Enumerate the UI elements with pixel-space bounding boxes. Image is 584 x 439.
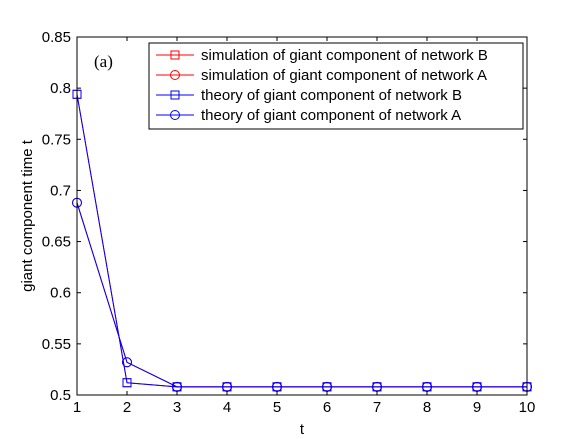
x-tick-label: 9 <box>473 399 481 416</box>
data-point <box>122 357 132 368</box>
y-tick-label: 0.75 <box>42 131 71 148</box>
legend-marker <box>170 70 180 80</box>
legend-label: theory of giant component of network B <box>201 87 462 104</box>
x-tick-label: 6 <box>323 399 331 416</box>
legend-item: simulation of giant component of network… <box>156 67 487 84</box>
y-axis-label: giant component time t <box>19 139 36 292</box>
x-tick-label: 8 <box>423 399 431 416</box>
y-tick-label: 0.85 <box>42 29 71 46</box>
x-tick-label: 7 <box>373 399 381 416</box>
y-tick-label: 0.7 <box>50 182 71 199</box>
series-line <box>76 202 527 388</box>
legend-box <box>148 42 524 130</box>
legend-items: simulation of giant component of network… <box>156 47 488 124</box>
legend-marker <box>170 90 180 100</box>
y-tick-label: 0.5 <box>50 387 71 404</box>
legend-item: theory of giant component of network B <box>156 87 462 104</box>
x-tick-label: 5 <box>273 399 281 416</box>
panel-label: (a) <box>94 52 113 71</box>
legend-label: simulation of giant component of network… <box>201 47 488 64</box>
x-tick-label: 10 <box>519 399 536 416</box>
legend-label: simulation of giant component of network… <box>201 67 487 84</box>
legend-item: simulation of giant component of network… <box>156 47 488 64</box>
x-tick-label: 2 <box>123 399 131 416</box>
y-tick-label: 0.6 <box>50 285 71 302</box>
legend-label: theory of giant component of network A <box>201 107 461 124</box>
legend-marker <box>170 50 180 60</box>
series-layer <box>72 89 532 392</box>
plot-frame <box>76 36 528 396</box>
x-tick-label: 3 <box>173 399 181 416</box>
x-tick-label: 1 <box>73 399 81 416</box>
ticks-layer: 1 2 3 4 5 6 7 8 9 10 0.5 0.55 0.6 0.65 0.7 0.75 0.8 0.85 <box>42 29 536 416</box>
y-tick-label: 0.8 <box>50 80 71 97</box>
y-tick-label: 0.65 <box>42 234 71 251</box>
legend-item: theory of giant component of network A <box>156 107 461 124</box>
y-tick-label: 0.55 <box>42 336 71 353</box>
x-tick-label: 4 <box>223 399 231 416</box>
legend: simulation of giant component of network… <box>148 42 524 130</box>
x-axis-label: t <box>300 421 305 438</box>
legend-marker <box>170 110 180 120</box>
data-point <box>122 378 132 388</box>
